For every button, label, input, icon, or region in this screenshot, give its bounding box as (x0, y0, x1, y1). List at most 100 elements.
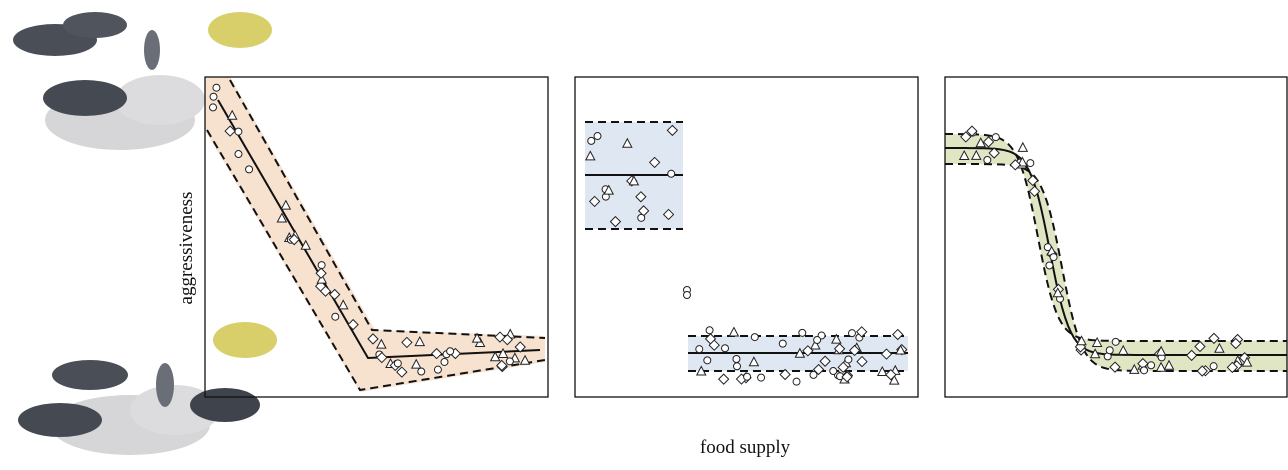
marker (505, 357, 514, 366)
upper-bound (945, 133, 1287, 342)
marker (497, 347, 509, 358)
marker (1196, 365, 1208, 377)
marker (666, 124, 679, 137)
marker (1027, 174, 1039, 187)
marker (1147, 361, 1156, 370)
marker (376, 338, 387, 349)
marker (393, 359, 402, 368)
marker (501, 333, 514, 346)
marker (1194, 340, 1206, 353)
marker (1052, 287, 1064, 298)
marker (1241, 356, 1253, 367)
fish-illustration-bottom (18, 322, 277, 455)
marker (778, 339, 787, 348)
trend-line (217, 99, 541, 360)
marker (831, 333, 842, 344)
marker (440, 357, 449, 366)
marker (1185, 349, 1198, 362)
marker (587, 136, 596, 145)
marker (514, 341, 526, 353)
marker (1105, 346, 1114, 355)
marker (743, 372, 752, 381)
marker (683, 291, 691, 299)
band (945, 134, 1287, 371)
marker (337, 299, 349, 310)
marker (446, 347, 455, 356)
marker (888, 374, 900, 385)
marker (433, 365, 442, 374)
marker (833, 343, 846, 355)
marker (593, 132, 602, 141)
marker (1214, 342, 1225, 353)
lower-bound (206, 129, 546, 392)
marker (748, 356, 760, 367)
marker (1117, 344, 1129, 355)
marker (317, 261, 326, 270)
marker (829, 367, 838, 376)
marker (234, 150, 243, 159)
marker (837, 361, 849, 374)
marker (1026, 159, 1035, 168)
marker (779, 368, 791, 381)
marker (812, 363, 825, 376)
marker (662, 208, 675, 221)
marker (376, 351, 388, 364)
marker (209, 103, 218, 112)
upper-bound (229, 79, 546, 339)
marker (648, 156, 661, 169)
marker (226, 109, 238, 120)
marker (224, 125, 236, 137)
marker (705, 326, 714, 335)
marker (757, 373, 766, 382)
marker (430, 347, 443, 360)
marker (841, 371, 853, 383)
marker (798, 328, 807, 337)
marker (1045, 261, 1054, 270)
marker (695, 345, 704, 354)
marker (1128, 363, 1140, 374)
marker (885, 368, 897, 381)
marker (316, 273, 328, 284)
marker (410, 358, 422, 369)
marker (396, 366, 408, 378)
marker (792, 377, 801, 386)
marker (750, 333, 759, 342)
marker (329, 288, 341, 301)
panel-frame (944, 76, 1288, 398)
panel-frame (204, 76, 549, 398)
marker (1091, 336, 1103, 347)
marker (728, 326, 740, 337)
marker (489, 351, 501, 362)
marker (331, 312, 340, 321)
marker (983, 155, 992, 164)
marker (802, 345, 814, 357)
marker (667, 169, 676, 178)
marker (975, 137, 987, 148)
marker (367, 333, 379, 345)
marker (970, 149, 982, 160)
marker (732, 354, 741, 363)
marker (988, 147, 1000, 159)
marker (1155, 345, 1167, 356)
marker (637, 213, 646, 222)
marker (1049, 253, 1058, 262)
marker (1155, 361, 1167, 372)
marker (1009, 159, 1021, 171)
points (209, 83, 1253, 386)
marker (991, 133, 1000, 142)
marker (621, 137, 633, 148)
marker (895, 344, 906, 355)
marker (212, 83, 221, 92)
marker (519, 354, 531, 365)
marker (288, 233, 300, 246)
marker (809, 370, 818, 379)
marker (794, 347, 806, 358)
marker (401, 336, 413, 349)
marker (1226, 361, 1239, 374)
fish-illustration-top (13, 12, 272, 150)
marker (717, 373, 730, 385)
marker (876, 365, 888, 377)
marker (588, 195, 601, 208)
marker (414, 336, 426, 347)
